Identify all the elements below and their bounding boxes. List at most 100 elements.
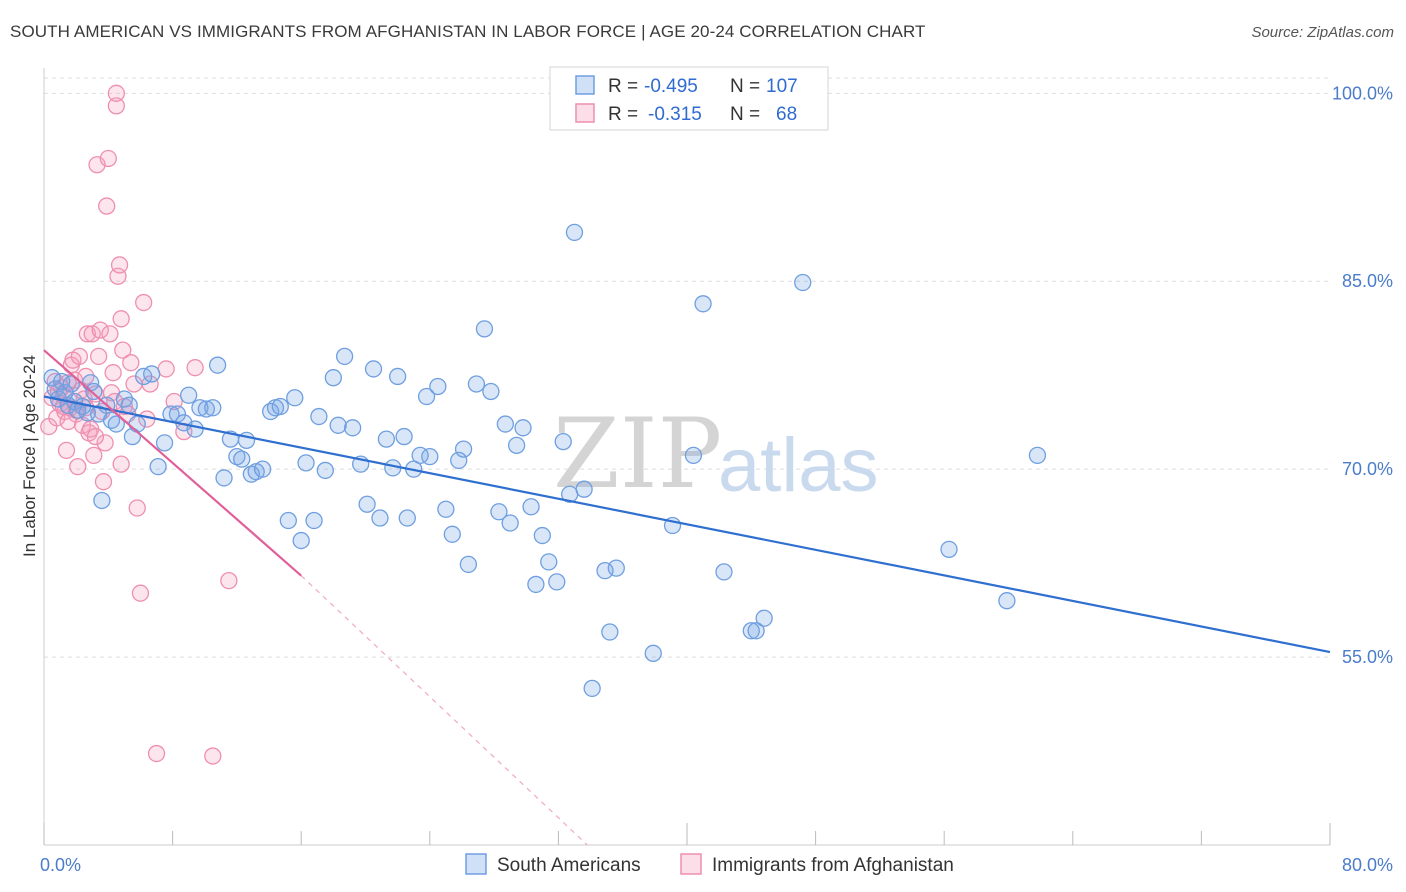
chart-title: SOUTH AMERICAN VS IMMIGRANTS FROM AFGHAN… [10, 22, 926, 41]
south-american-point-61 [377, 430, 396, 448]
afghanistan-point-21 [78, 325, 97, 343]
south-american-point-25 [155, 434, 174, 452]
south-american-point-70 [429, 377, 447, 396]
south-american-point-56 [343, 419, 362, 437]
y-tick-label-2: 70.0% [1342, 459, 1393, 479]
south-american-point-38 [233, 450, 251, 468]
south-american-point-75 [459, 555, 478, 574]
south-american-point-35 [215, 469, 233, 487]
afghanistan-point-66 [112, 455, 130, 473]
south-american-point-68 [417, 387, 436, 406]
afghanistan-point-34 [99, 149, 117, 168]
south-american-point-65 [398, 509, 416, 527]
south-american-point-92 [575, 480, 593, 498]
legend-r-label-2: R = [608, 104, 638, 125]
afghanistan-point-50 [135, 293, 153, 312]
legend-n-value-1: 107 [766, 76, 798, 97]
legend-n-label-1: N = [730, 76, 760, 97]
trend-line-south-americans [43, 395, 1331, 654]
south-american-point-30 [186, 420, 204, 438]
south-american-point-64 [395, 427, 413, 446]
afghanistan-point-16 [70, 347, 89, 366]
south-american-point-71 [437, 500, 455, 518]
series-legend-swatch-blue [465, 853, 487, 875]
afghanistan-point-35 [101, 325, 119, 343]
afghanistan-point-57 [204, 747, 222, 765]
south-american-point-84 [522, 498, 540, 516]
afghanistan-point-53 [157, 360, 175, 378]
south-american-point-91 [565, 223, 584, 242]
south-american-point-95 [601, 623, 619, 641]
y-axis-label: In Labor Force | Age 20-24 [20, 355, 39, 557]
afghanistan-point-8 [57, 441, 76, 460]
afghanistan-point-43 [114, 341, 132, 359]
south-american-point-104 [747, 622, 765, 640]
south-american-point-77 [475, 320, 494, 338]
south-american-point-107 [998, 592, 1016, 610]
legend-n-label-2: N = [730, 104, 760, 125]
south-american-point-72 [443, 525, 461, 543]
series-legend-swatch-pink [680, 853, 702, 875]
afghanistan-point-15 [69, 458, 87, 476]
south-american-point-85 [527, 575, 545, 594]
south-american-point-40 [242, 465, 261, 483]
afghanistan-point-32 [96, 434, 114, 452]
trend-lines [43, 349, 1331, 846]
stats-legend-box [549, 66, 829, 131]
south-american-point-69 [421, 447, 439, 466]
y-tick-label-3: 55.0% [1342, 647, 1393, 667]
series-south-americans-points [43, 223, 1047, 698]
afghanistan-point-65 [86, 427, 105, 446]
series-legend-label-south-americans: South Americans [497, 855, 641, 876]
south-american-point-100 [715, 563, 733, 581]
y-tick-label-1: 85.0% [1342, 271, 1393, 291]
watermark-zip: ZIP [553, 398, 722, 510]
south-american-point-59 [364, 360, 383, 378]
afghanistan-point-39 [107, 97, 125, 115]
legend-r-value-2: -0.315 [648, 104, 702, 125]
south-american-point-87 [540, 553, 558, 571]
afghanistan-point-31 [94, 473, 113, 491]
legend-swatch-pink [575, 103, 595, 123]
south-american-point-80 [496, 415, 515, 433]
grid-lines [44, 77, 1330, 658]
legend-swatch-blue [575, 75, 595, 95]
trend-line-afghanistan-extension [300, 575, 588, 846]
south-american-point-51 [310, 407, 328, 426]
south-american-point-101 [684, 446, 703, 465]
south-american-point-23 [143, 365, 161, 383]
afghanistan-point-42 [112, 310, 130, 328]
south-american-point-88 [548, 573, 566, 591]
afghanistan-point-29 [91, 321, 109, 339]
watermark-atlas: atlas [718, 423, 879, 508]
south-american-point-97 [644, 644, 662, 662]
afghanistan-point-37 [104, 364, 122, 382]
axes [43, 68, 1331, 846]
south-american-point-47 [286, 389, 304, 407]
south-american-point-24 [149, 458, 167, 476]
afghanistan-point-41 [110, 256, 129, 274]
south-american-point-78 [482, 382, 500, 401]
south-american-point-82 [507, 436, 526, 455]
legend-n-value-2: 68 [776, 104, 797, 125]
watermark: ZIP atlas [553, 398, 879, 510]
afghanistan-point-56 [186, 359, 204, 377]
south-american-point-89 [554, 432, 572, 451]
afghanistan-point-49 [131, 584, 150, 602]
south-american-point-6 [62, 375, 80, 393]
stats-legend: R = -0.495 N = 107 R = -0.315 N = 68 [549, 66, 829, 131]
south-american-point-37 [228, 447, 246, 466]
south-american-point-76 [467, 375, 486, 393]
south-american-point-45 [271, 397, 289, 416]
south-american-point-42 [253, 460, 272, 478]
south-american-point-63 [388, 367, 407, 386]
south-american-point-17 [107, 415, 125, 433]
south-american-point-58 [358, 495, 376, 513]
series-legend: South Americans Immigrants from Afghanis… [465, 853, 954, 876]
south-american-point-53 [324, 369, 343, 387]
afghanistan-point-25 [85, 446, 103, 465]
afghanistan-point-52 [147, 744, 166, 763]
south-american-point-49 [297, 454, 315, 472]
south-american-point-21 [128, 415, 146, 433]
